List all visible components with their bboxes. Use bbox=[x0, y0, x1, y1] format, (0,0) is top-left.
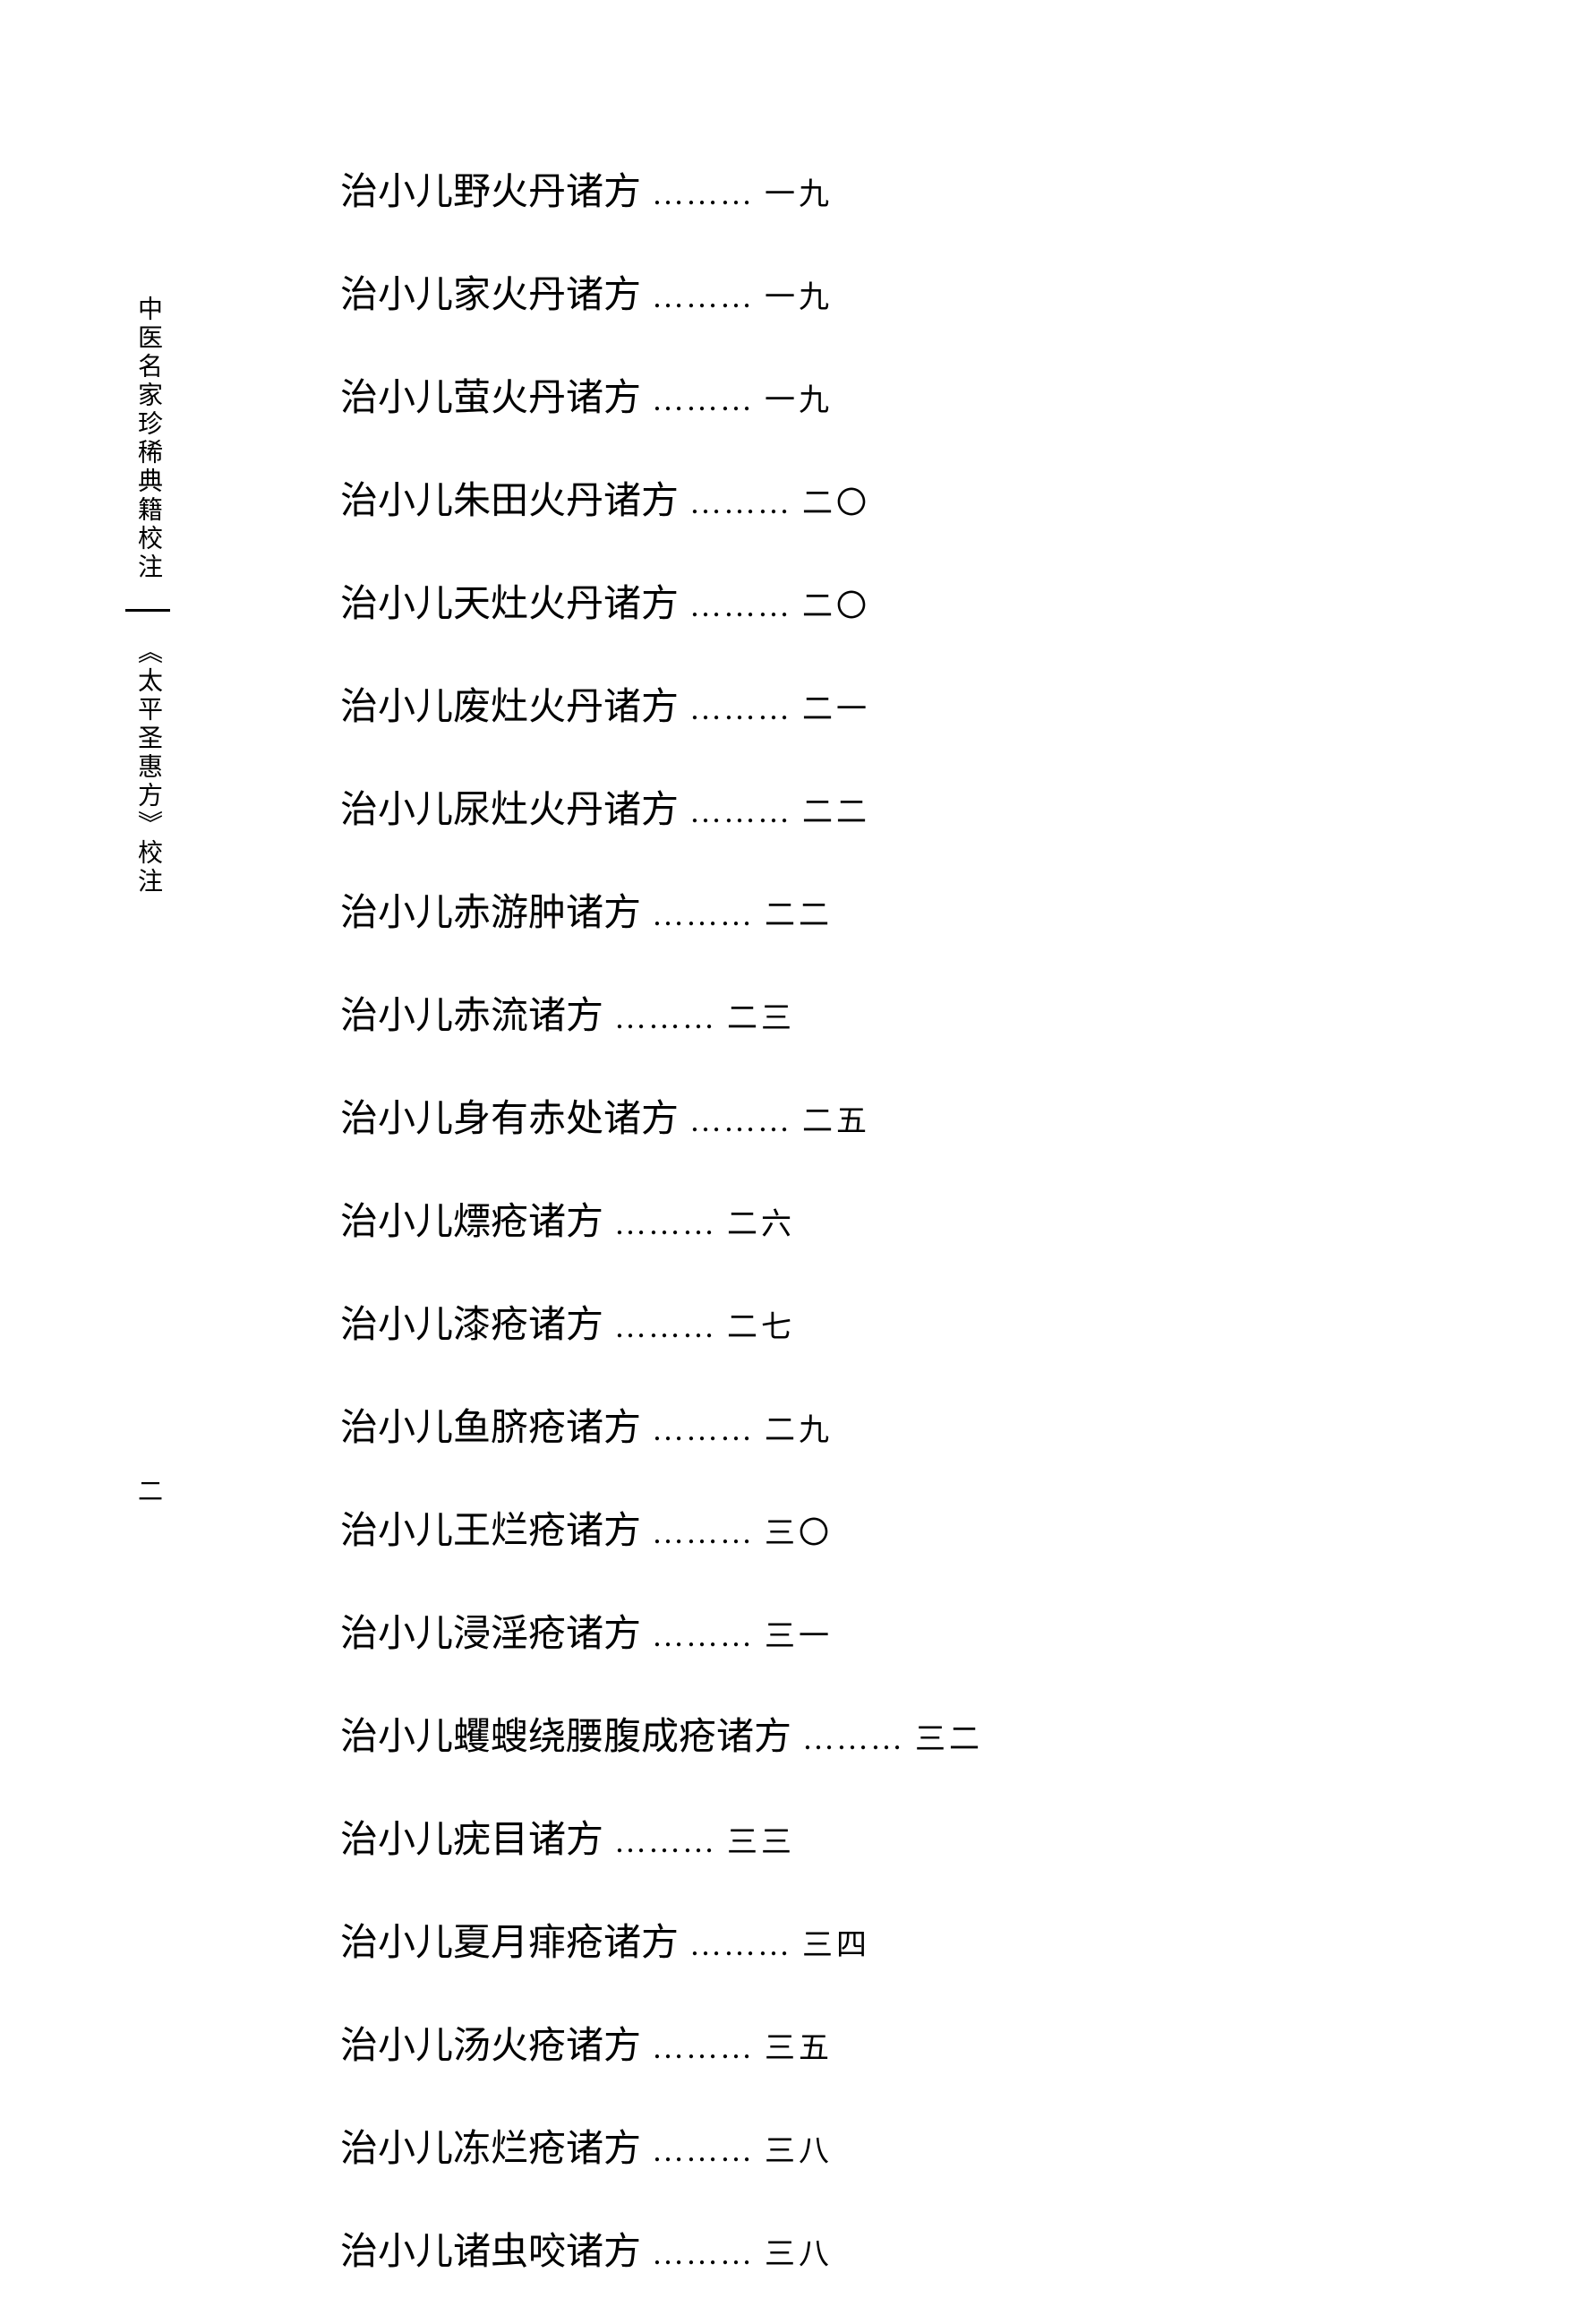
toc-page: 三三 bbox=[727, 1817, 795, 1861]
toc-entry: 治小儿赤游肿诸方 ……… 二二 bbox=[340, 882, 1191, 937]
toc-page: 二五 bbox=[802, 1096, 870, 1140]
toc-dots: ……… bbox=[652, 381, 754, 418]
toc-page: 一九 bbox=[765, 375, 833, 419]
toc-title: 治小儿家火丹诸方 bbox=[340, 264, 641, 319]
toc-dots: ……… bbox=[614, 1205, 716, 1242]
toc-entry: 治小儿尿灶火丹诸方 ……… 二二 bbox=[340, 779, 1191, 834]
toc-entry: 治小儿赤流诸方 ……… 二三 bbox=[340, 985, 1191, 1040]
toc-entry: 治小儿家火丹诸方 ……… 一九 bbox=[340, 264, 1191, 319]
toc-title: 治小儿野火丹诸方 bbox=[340, 161, 641, 216]
toc-title: 治小儿身有赤处诸方 bbox=[340, 1088, 679, 1143]
toc-dots: ……… bbox=[652, 896, 754, 933]
toc-dots: ……… bbox=[652, 2234, 754, 2272]
toc-title: 治小儿蠼螋绕腰腹成疮诸方 bbox=[340, 1706, 791, 1761]
toc-entry: 治小儿萤火丹诸方 ……… 一九 bbox=[340, 367, 1191, 422]
toc-entry: 治小儿朱田火丹诸方 ……… 二〇 bbox=[340, 470, 1191, 525]
toc-title: 治小儿朱田火丹诸方 bbox=[340, 470, 679, 525]
divider bbox=[125, 609, 170, 612]
toc-page: 一九 bbox=[765, 169, 833, 213]
toc-dots: ……… bbox=[652, 1617, 754, 1654]
toc-page: 三五 bbox=[765, 2023, 833, 2067]
toc-title: 治小儿汤火疮诸方 bbox=[340, 2015, 641, 2070]
toc-dots: ……… bbox=[652, 278, 754, 315]
toc-dots: ……… bbox=[802, 1719, 904, 1757]
toc-title: 治小儿鱼脐疮诸方 bbox=[340, 1397, 641, 1452]
toc-dots: ……… bbox=[652, 1411, 754, 1448]
toc-entry: 治小儿鱼脐疮诸方 ……… 二九 bbox=[340, 1397, 1191, 1452]
toc-entry: 治小儿天灶火丹诸方 ……… 二〇 bbox=[340, 573, 1191, 628]
toc-page: 三〇 bbox=[765, 1508, 833, 1552]
toc-title: 治小儿天灶火丹诸方 bbox=[340, 573, 679, 628]
toc-title: 治小儿熛疮诸方 bbox=[340, 1191, 603, 1246]
toc-entry: 治小儿野火丹诸方 ……… 一九 bbox=[340, 161, 1191, 216]
toc-entry: 治小儿疣目诸方 ……… 三三 bbox=[340, 1809, 1191, 1864]
toc-title: 治小儿废灶火丹诸方 bbox=[340, 676, 679, 731]
toc-entry: 治小儿王烂疮诸方 ……… 三〇 bbox=[340, 1500, 1191, 1555]
toc-dots: ……… bbox=[689, 1925, 791, 1963]
page-number: 二 bbox=[130, 1478, 166, 1503]
toc-title: 治小儿赤游肿诸方 bbox=[340, 882, 641, 937]
toc-title: 治小儿萤火丹诸方 bbox=[340, 367, 641, 422]
toc-entry: 治小儿汤火疮诸方 ……… 三五 bbox=[340, 2015, 1191, 2070]
series-title: 中医名家珍稀典籍校注 bbox=[130, 296, 166, 582]
toc-title: 治小儿浸淫疮诸方 bbox=[340, 1603, 641, 1658]
toc-entry: 治小儿诸虫咬诸方 ……… 三八 bbox=[340, 2221, 1191, 2276]
toc-page: 一九 bbox=[765, 272, 833, 316]
toc-entry: 治小儿冻烂疮诸方 ……… 三八 bbox=[340, 2118, 1191, 2173]
toc-dots: ……… bbox=[652, 2131, 754, 2169]
toc-dots: ……… bbox=[689, 484, 791, 521]
toc-title: 治小儿夏月痱疮诸方 bbox=[340, 1912, 679, 1967]
toc-page: 二二 bbox=[765, 890, 833, 934]
toc-dots: ……… bbox=[652, 175, 754, 212]
toc-dots: ……… bbox=[614, 1308, 716, 1345]
toc-page: 二六 bbox=[727, 1199, 795, 1243]
toc-page: 三一 bbox=[765, 1611, 833, 1655]
toc-dots: ……… bbox=[689, 1102, 791, 1139]
toc-entry: 治小儿废灶火丹诸方 ……… 二一 bbox=[340, 676, 1191, 731]
toc-page: 二九 bbox=[765, 1405, 833, 1449]
toc-page: 二二 bbox=[802, 787, 870, 831]
toc-page: 二一 bbox=[802, 684, 870, 728]
toc-entry: 治小儿夏月痱疮诸方 ……… 三四 bbox=[340, 1912, 1191, 1967]
toc-dots: ……… bbox=[614, 1822, 716, 1860]
toc-page: 二三 bbox=[727, 993, 795, 1037]
toc-dots: ……… bbox=[689, 690, 791, 727]
toc-title: 治小儿漆疮诸方 bbox=[340, 1294, 603, 1349]
toc-dots: ……… bbox=[614, 999, 716, 1036]
toc-dots: ……… bbox=[689, 587, 791, 624]
book-title: 《太平圣惠方》校注 bbox=[130, 639, 166, 896]
toc-dots: ……… bbox=[652, 2028, 754, 2066]
toc-page: 二七 bbox=[727, 1302, 795, 1346]
sidebar: 中医名家珍稀典籍校注 《太平圣惠方》校注 bbox=[130, 296, 166, 896]
toc-page: 二〇 bbox=[802, 478, 870, 522]
toc-title: 治小儿尿灶火丹诸方 bbox=[340, 779, 679, 834]
toc-title: 治小儿冻烂疮诸方 bbox=[340, 2118, 641, 2173]
toc-entry: 治小儿熛疮诸方 ……… 二六 bbox=[340, 1191, 1191, 1246]
toc-page: 三八 bbox=[765, 2126, 833, 2170]
toc-page: 三四 bbox=[802, 1920, 870, 1964]
toc-title: 治小儿诸虫咬诸方 bbox=[340, 2221, 641, 2276]
toc-page: 二〇 bbox=[802, 581, 870, 625]
toc-page: 三二 bbox=[915, 1714, 983, 1758]
toc-entry: 治小儿蠼螋绕腰腹成疮诸方 ……… 三二 bbox=[340, 1706, 1191, 1761]
toc-list: 治小儿野火丹诸方 ……… 一九 治小儿家火丹诸方 ……… 一九 治小儿萤火丹诸方… bbox=[340, 161, 1191, 2324]
toc-title: 治小儿赤流诸方 bbox=[340, 985, 603, 1040]
toc-title: 治小儿疣目诸方 bbox=[340, 1809, 603, 1864]
toc-entry: 治小儿漆疮诸方 ……… 二七 bbox=[340, 1294, 1191, 1349]
toc-title: 治小儿王烂疮诸方 bbox=[340, 1500, 641, 1555]
toc-page: 三八 bbox=[765, 2229, 833, 2273]
toc-entry: 治小儿身有赤处诸方 ……… 二五 bbox=[340, 1088, 1191, 1143]
toc-dots: ……… bbox=[652, 1514, 754, 1551]
toc-dots: ……… bbox=[689, 793, 791, 830]
toc-entry: 治小儿浸淫疮诸方 ……… 三一 bbox=[340, 1603, 1191, 1658]
